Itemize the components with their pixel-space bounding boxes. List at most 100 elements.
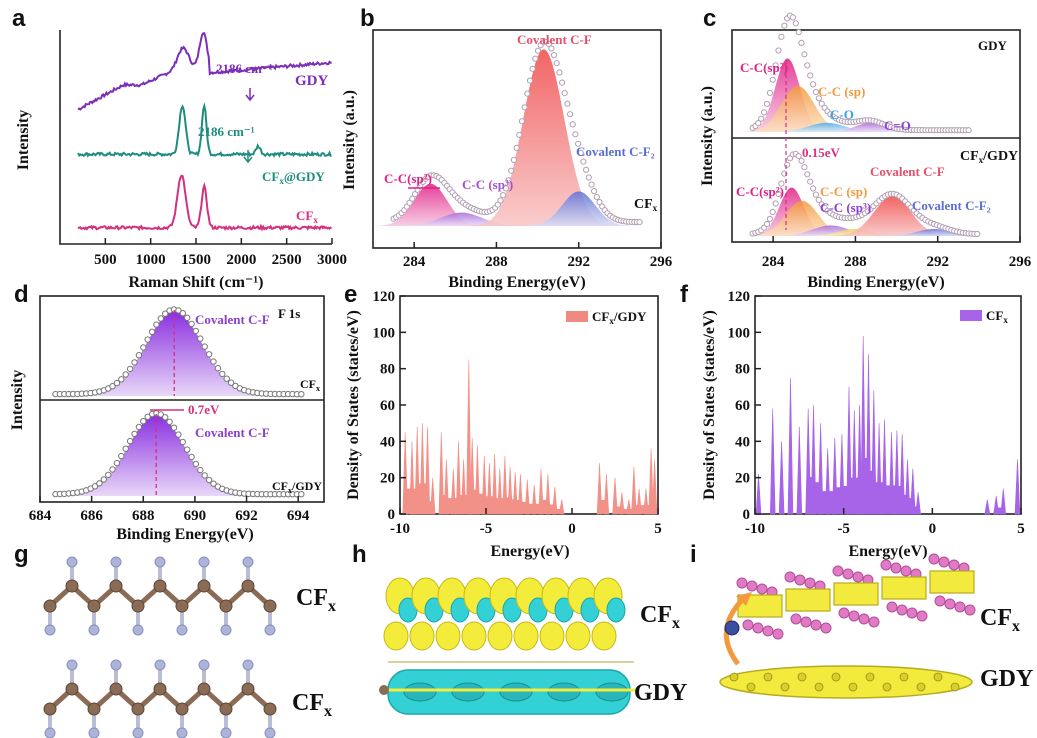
- fluorine-atom: [762, 625, 774, 637]
- fluorine-atom: [794, 574, 806, 586]
- xtick-label: 284: [762, 254, 785, 270]
- carbon-layer-block: [833, 582, 879, 606]
- carbon-atom: [175, 599, 189, 613]
- dos-spike: [1014, 459, 1021, 515]
- xtick-label: 296: [650, 254, 673, 270]
- panel-e: e -10 -5 0 5 0 20 40 60 80 100 120 Energy(eV) Dens…: [344, 281, 662, 560]
- fluorine-atom: [842, 568, 854, 580]
- panel-a-gdy-annotation: 2186 cm⁻¹: [216, 61, 273, 76]
- envelope-point: [556, 69, 563, 76]
- panel-d-peak-top: Covalent C-F: [195, 312, 270, 327]
- dos-spike: [787, 377, 794, 515]
- xtick-label: 296: [1009, 254, 1032, 270]
- envelope-point: [778, 33, 785, 40]
- density-lobe-yellow: [409, 621, 435, 651]
- envelope-point: [795, 153, 802, 160]
- ytick-label: 60: [735, 398, 750, 414]
- xtick-label: 1000: [136, 252, 166, 268]
- fluorine-atom: [832, 565, 844, 577]
- ytick-label: 120: [373, 289, 396, 305]
- gdy-atom: [933, 672, 943, 682]
- fluorine-atom: [132, 727, 144, 738]
- carbon-atom: [175, 702, 189, 716]
- panel-b-cf-label: Covalent C-F: [517, 32, 592, 47]
- panel-i-bot-label: GDY: [980, 666, 1033, 692]
- peak-fill: [818, 196, 967, 236]
- envelope-point: [140, 344, 147, 351]
- ytick-label: 20: [735, 471, 750, 487]
- xtick-label: 1500: [181, 252, 211, 268]
- xtick-label: 2500: [272, 252, 302, 268]
- fluorine-atom: [88, 624, 100, 636]
- panel-a-mid-label: CFx@GDY: [262, 169, 325, 186]
- panel-e-ylabel: Density of States (states/eV): [345, 310, 362, 500]
- panel-b-sample-label: CFx: [634, 197, 658, 213]
- panel-f-legend-swatch: [960, 310, 982, 321]
- ytick-label: 80: [380, 362, 395, 378]
- panel-h-bot-label: GDY: [634, 680, 687, 706]
- fluorine-atom: [44, 727, 56, 738]
- panel-c-shift-label: 0.15eV: [802, 145, 841, 160]
- peak-fill: [512, 191, 645, 226]
- gdy-atom: [831, 672, 841, 682]
- envelope-point: [521, 104, 528, 111]
- panel-b-ylabel: Intensity (a.u.): [341, 90, 358, 190]
- peak-fill: [732, 86, 864, 132]
- fluorine-atom: [198, 659, 210, 671]
- envelope-point: [561, 90, 568, 97]
- envelope-point: [548, 45, 555, 52]
- gdy-atom: [729, 672, 739, 682]
- envelope-point: [205, 476, 213, 484]
- density-lobe-cyan: [606, 597, 626, 623]
- panel-c-co-label: C-O: [830, 107, 854, 122]
- fluorine-atom: [916, 610, 928, 622]
- density-lobe-cyan: [595, 682, 629, 702]
- panel-c-spb-label: C-C (sp): [820, 184, 867, 199]
- panel-b-sp3-label: C-C (sp³): [462, 177, 513, 192]
- panel-d-ylabel: Intensity: [9, 370, 26, 430]
- envelope-point: [792, 20, 799, 27]
- density-lobe-cyan: [451, 682, 485, 702]
- carbon-atom: [219, 702, 233, 716]
- envelope-point: [534, 47, 542, 54]
- envelope-point: [166, 418, 173, 425]
- panel-c-plot: [732, 12, 1000, 238]
- panel-b: b 284 288 292 296 Binding Energy(eV) Intens…: [341, 5, 673, 291]
- fluorine-atom: [934, 595, 946, 607]
- gdy-atom: [916, 682, 926, 692]
- envelope-point: [798, 39, 805, 47]
- envelope-point: [175, 431, 182, 438]
- panel-label-a: a: [12, 5, 26, 32]
- dos-spike: [651, 459, 658, 515]
- envelope-point: [778, 180, 785, 187]
- panel-d-xticks: 684 686 688 690 692 694: [29, 496, 310, 524]
- fluorine-atom: [752, 622, 764, 634]
- ytick-label: 20: [380, 471, 395, 487]
- envelope-point: [135, 352, 143, 359]
- envelope-point: [109, 383, 116, 390]
- gdy-atom: [882, 682, 892, 692]
- dos-spike: [558, 499, 565, 515]
- envelope-point: [188, 320, 195, 328]
- envelope-point: [298, 391, 305, 398]
- envelope-point: [758, 115, 765, 122]
- envelope-point: [818, 100, 825, 107]
- panel-d-region-label: F 1s: [278, 306, 300, 321]
- fluorine-atom: [890, 562, 902, 574]
- carbon-atom: [153, 579, 167, 593]
- envelope-point: [113, 459, 121, 467]
- carbon-atom: [379, 685, 389, 695]
- ytick-label: 40: [735, 434, 750, 450]
- envelope-point: [179, 438, 187, 446]
- fluorine-atom: [154, 659, 166, 671]
- xtick-label: 284: [403, 254, 426, 270]
- xtick-label: 288: [844, 254, 867, 270]
- envelope-point: [798, 157, 805, 164]
- panel-a-ylabel: Intensity: [15, 110, 32, 170]
- envelope-point: [807, 178, 814, 185]
- panel-c-xlabel: Binding Energy(eV): [807, 274, 944, 291]
- panel-e-xlabel: Energy(eV): [490, 543, 569, 560]
- panel-b-xlabel: Binding Energy(eV): [448, 274, 585, 291]
- ytick-label: 100: [373, 325, 396, 341]
- ytick-label: 120: [728, 289, 751, 305]
